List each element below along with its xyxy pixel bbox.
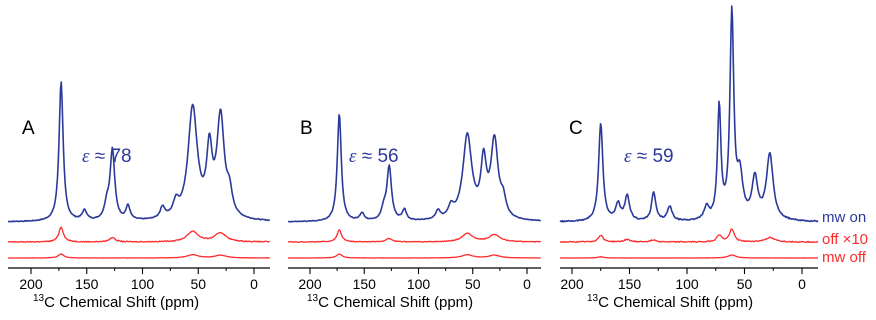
x-tick-label-c-50: 50: [737, 276, 753, 292]
x-tick-label-b-150: 150: [353, 276, 377, 292]
spectrum-a-off-10: [7, 226, 270, 243]
epsilon-symbol-b: ε: [349, 146, 357, 167]
x-tick-label-b-100: 100: [407, 276, 431, 292]
x-tick-label-a-0: 0: [250, 276, 258, 292]
epsilon-value-b: ≈ 56: [357, 146, 399, 167]
x-axis-label-b: 13C Chemical Shift (ppm): [307, 293, 473, 311]
x-tick-label-b-200: 200: [298, 276, 322, 292]
spectrum-c-mw-on: [559, 5, 819, 223]
epsilon-value-c: ≈ 59: [632, 146, 674, 167]
x-tick-label-c-0: 0: [798, 276, 806, 292]
x-tick-label-c-100: 100: [675, 276, 699, 292]
legend-mw-off: mw off: [822, 249, 867, 266]
spectrum-c-mw-off: [559, 254, 819, 259]
panel-letter-b: B: [300, 118, 313, 139]
x-tick-label-b-0: 0: [523, 276, 531, 292]
epsilon-annotation-a: ε ≈ 78: [82, 146, 132, 167]
epsilon-annotation-c: ε ≈ 59: [624, 146, 674, 167]
spectrum-b-off-10: [287, 229, 542, 243]
spectrum-b-mw-on: [287, 114, 541, 223]
spectrum-a-mw-off: [7, 253, 270, 259]
panel-b: B ε ≈ 56 200 150 100 50 0: [287, 114, 542, 292]
x-axis-label-c: 13C Chemical Shift (ppm): [587, 293, 753, 311]
spectrum-b-mw-off: [287, 253, 541, 259]
x-label-sup-c: 13: [587, 293, 599, 304]
panel-letter-c: C: [569, 118, 583, 139]
legend-off-x10: off ×10: [822, 231, 868, 248]
x-label-sup-b: 13: [307, 293, 319, 304]
panel-c: C ε ≈ 59 200 150 100 50 0: [559, 5, 819, 292]
legend-mw-on: mw on: [822, 209, 866, 226]
x-tick-label-c-150: 150: [618, 276, 642, 292]
spectrum-c-off-10: [559, 228, 819, 244]
epsilon-symbol-c: ε: [624, 146, 632, 167]
x-tick-label-a-50: 50: [190, 276, 206, 292]
x-tick-label-a-150: 150: [75, 276, 99, 292]
x-axis-label-a: 13C Chemical Shift (ppm): [33, 293, 199, 311]
x-label-text-c: C Chemical Shift (ppm): [598, 294, 753, 311]
epsilon-annotation-b: ε ≈ 56: [349, 146, 399, 167]
x-tick-label-a-200: 200: [19, 276, 43, 292]
panel-letter-a: A: [22, 118, 35, 139]
spectrum-a-mw-on: [7, 81, 271, 223]
panel-a: A ε ≈ 78 200 150 100 50 0: [7, 81, 271, 292]
x-label-text-a: C Chemical Shift (ppm): [44, 294, 199, 311]
x-tick-label-b-50: 50: [465, 276, 481, 292]
x-tick-label-c-200: 200: [560, 276, 584, 292]
x-label-text-b: C Chemical Shift (ppm): [318, 294, 473, 311]
x-label-sup-a: 13: [33, 293, 45, 304]
epsilon-symbol-a: ε: [82, 146, 90, 167]
x-tick-label-a-100: 100: [131, 276, 155, 292]
